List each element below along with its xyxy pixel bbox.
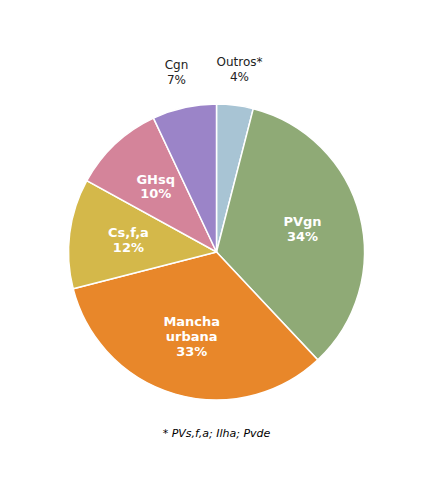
chart: Outros*4% PVgn34% Manchaurbana33% Cs,f,a12%… [0, 0, 433, 479]
slice-label-line: urbana [166, 329, 218, 344]
slice-label: Outros* [216, 55, 262, 69]
data-label: 12% [113, 240, 144, 255]
data-label: 4% [230, 70, 249, 84]
pie [69, 104, 365, 400]
data-label: 7% [167, 73, 186, 87]
slice-label: Manchaurbana [163, 314, 220, 344]
slice-labels: Outros*4% PVgn34% Manchaurbana33% Cs,f,a12%… [108, 55, 322, 359]
data-label: 10% [140, 186, 171, 201]
slice-label-line: Cgn [165, 58, 189, 72]
slice-label-line: GHsq [136, 171, 175, 186]
slice-label-line: Cs,f,a [108, 225, 149, 240]
slice-label-line: Outros* [216, 55, 262, 69]
slice-label: Cs,f,a [108, 225, 149, 240]
data-label: 34% [287, 229, 318, 244]
slice-label-line: Mancha [163, 314, 220, 329]
slice-label: PVgn [283, 214, 321, 229]
footnote: * PVs,f,a; Ilha; Pvde [163, 427, 271, 440]
slice-label-line: PVgn [283, 214, 321, 229]
data-label: 33% [176, 344, 207, 359]
slice-label: Cgn [165, 58, 189, 72]
slice-label: GHsq [136, 171, 175, 186]
